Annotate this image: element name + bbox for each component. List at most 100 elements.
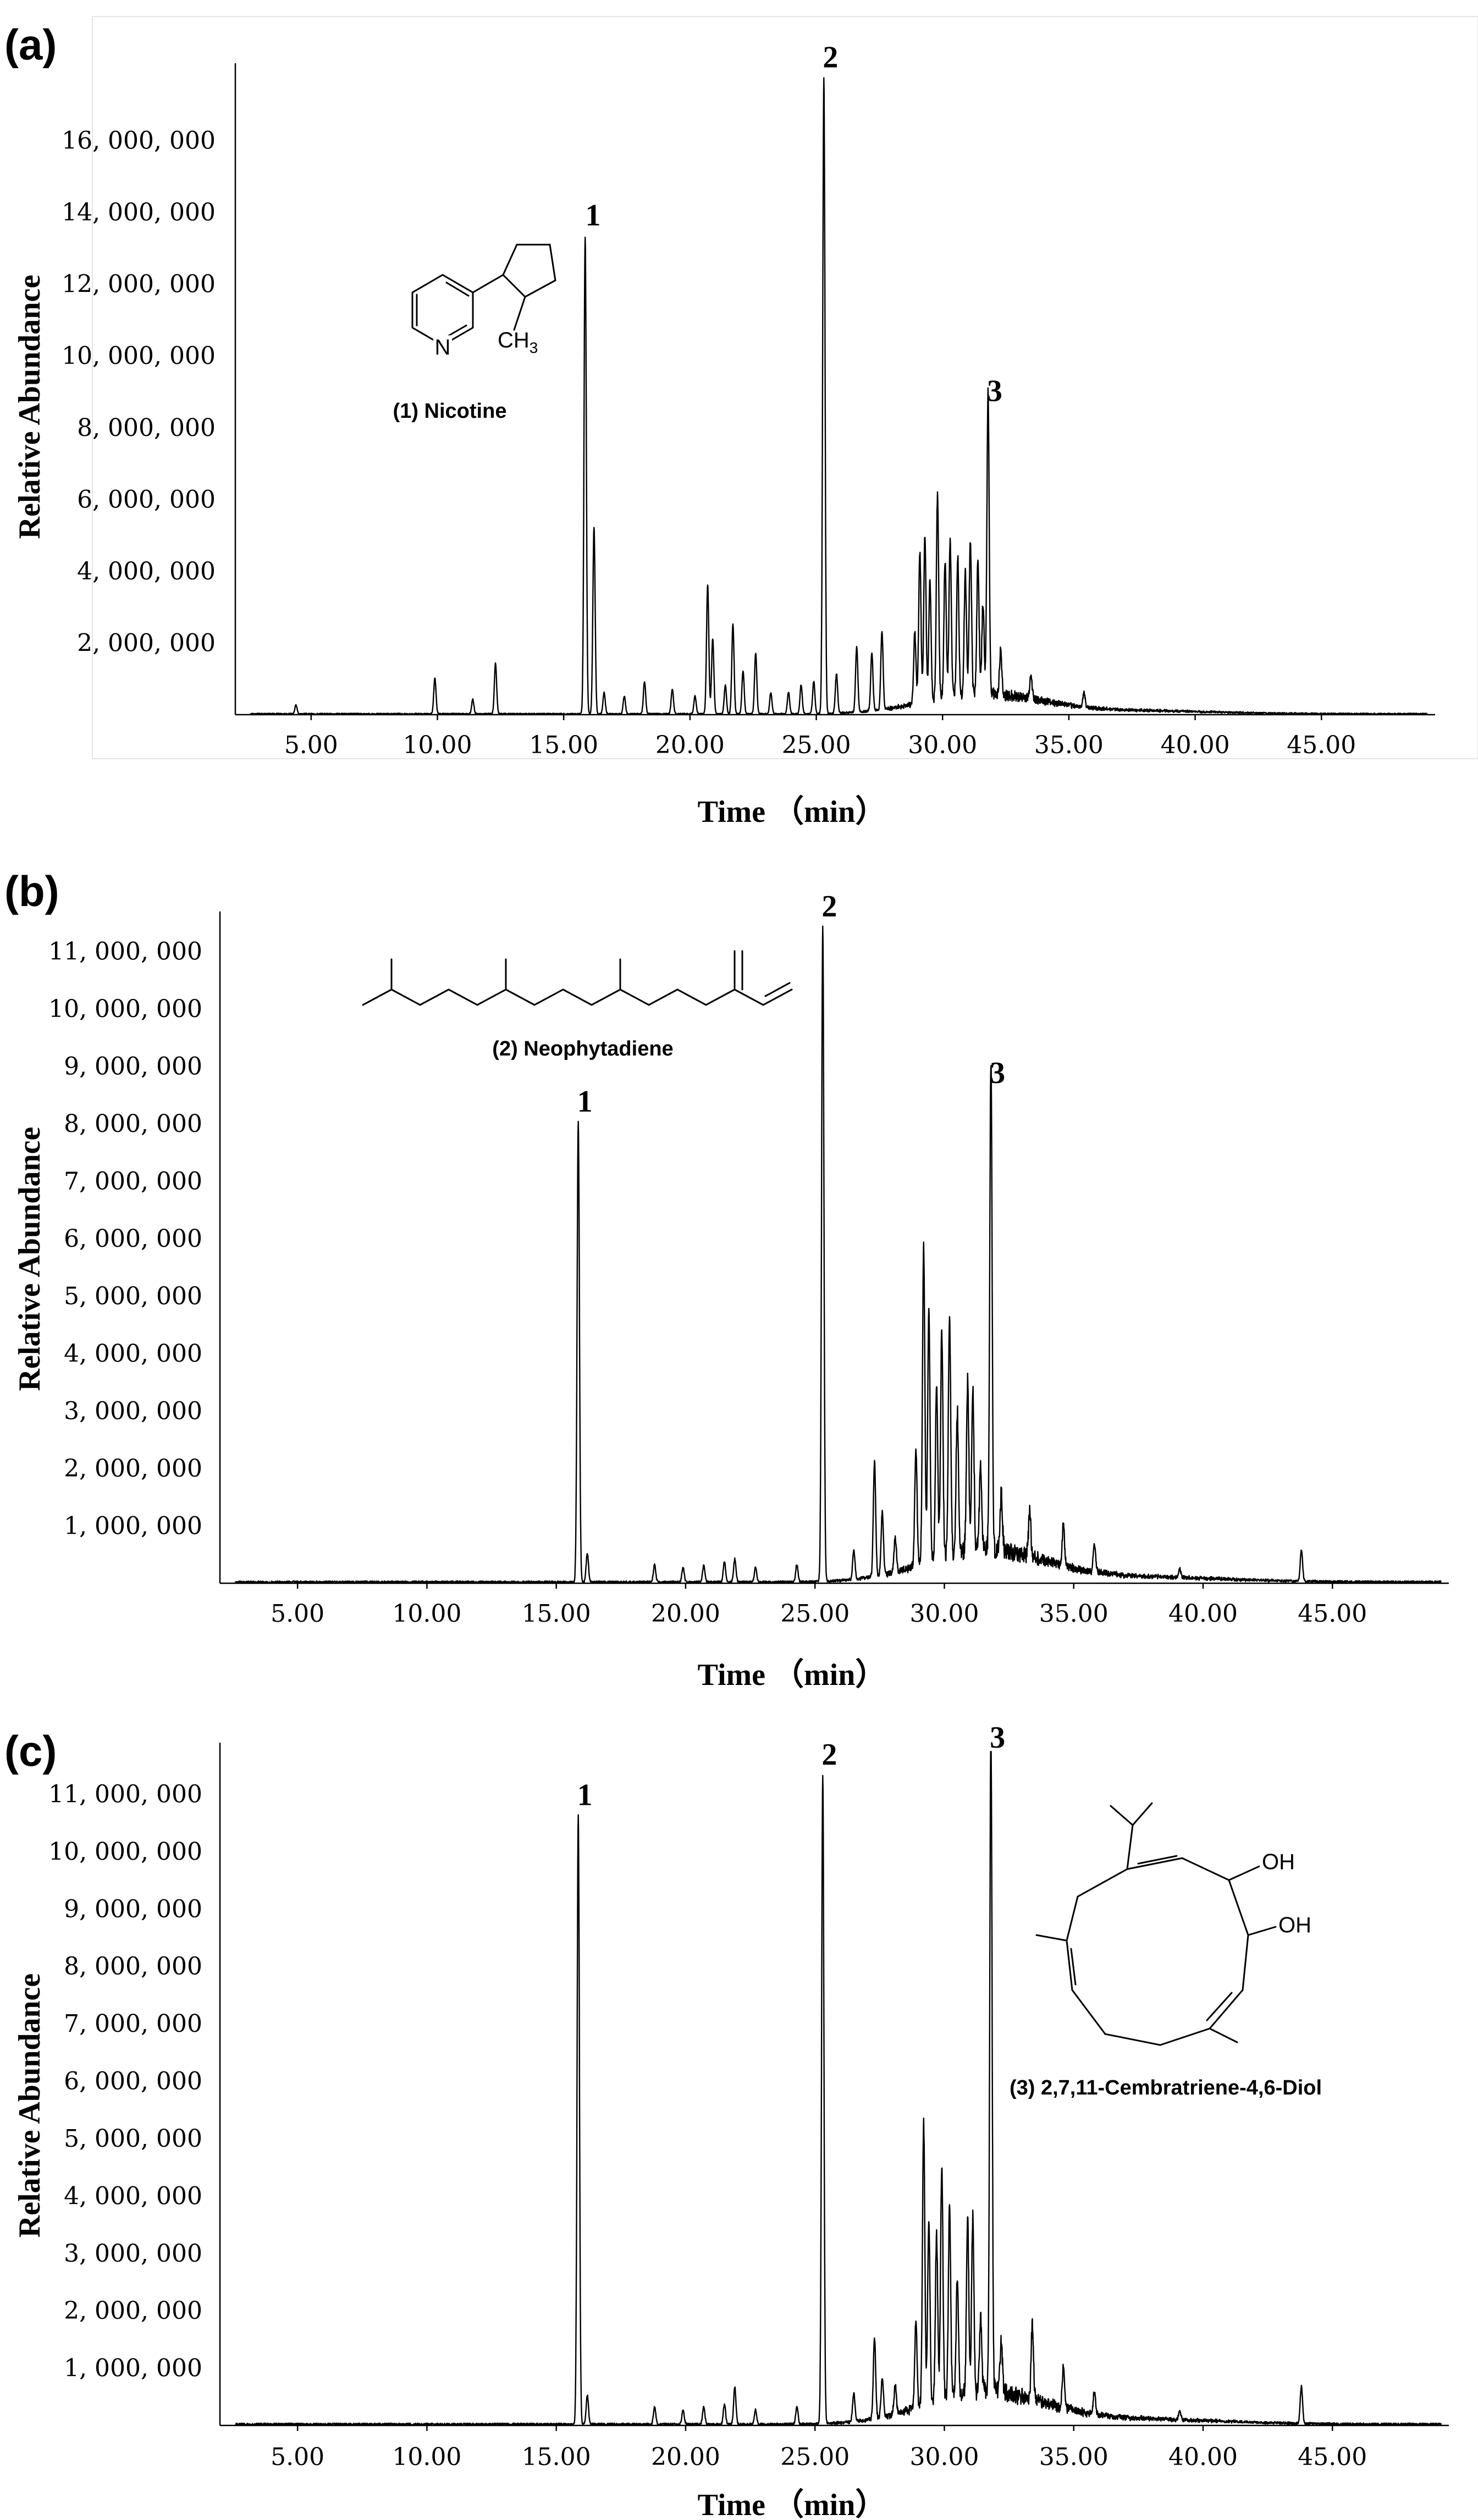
cyclopentane-ring: [502, 244, 556, 298]
neophytadiene-structure: (2) Neophytadiene: [362, 950, 793, 1060]
y-tick-label: 2, 000, 000: [64, 1455, 202, 1483]
x-tick-label: 35.00: [1039, 2443, 1108, 2471]
y-tick-label: 1, 000, 000: [64, 1512, 202, 1540]
x-tick-label: 15.00: [522, 2443, 591, 2471]
x-tick-label: 40.00: [1168, 2443, 1238, 2471]
macrocycle-ring: [1066, 1857, 1249, 2046]
peak-label-1: 1: [577, 1085, 593, 1119]
y-tick-label: 10, 000, 000: [48, 1838, 202, 1866]
chromatogram-line: [235, 1751, 1442, 2427]
pyridine-ring: [411, 274, 474, 346]
y-axis-title: Relative Abundance: [13, 275, 47, 539]
x-tick-label: 30.00: [909, 1600, 979, 1628]
y-tick-label: 4, 000, 000: [77, 557, 216, 585]
hydroxyl-label: OH: [1278, 1913, 1311, 1937]
hydroxyl-bond: [1247, 1926, 1277, 1936]
molecule-caption: (2) Neophytadiene: [492, 1037, 673, 1060]
y-tick-label: 8, 000, 000: [64, 1110, 202, 1138]
y-axis-title: Relative Abundance: [13, 1127, 47, 1391]
peak-label-3: 3: [990, 1056, 1005, 1090]
ring-link-bond: [472, 274, 504, 294]
hydroxyl-label: OH: [1262, 1850, 1295, 1874]
methyl-label: CH3: [498, 328, 538, 356]
y-tick-label: 9, 000, 000: [64, 1895, 202, 1923]
chromatogram-line: [235, 925, 1442, 1584]
y-tick-label: 6, 000, 000: [64, 2068, 202, 2096]
x-tick-label: 5.00: [271, 2443, 324, 2471]
hydroxyl-bond: [1228, 1865, 1260, 1881]
x-tick-label: 45.00: [1298, 2443, 1367, 2471]
y-tick-label: 7, 000, 000: [64, 2010, 202, 2038]
ring-double-bond: [1137, 1855, 1178, 1865]
x-tick-label: 35.00: [1039, 1600, 1108, 1628]
x-axis-title: Time （min）: [698, 794, 886, 829]
x-tick-labels: 5.00 10.00 15.00 20.00 25.00 30.00 35.00 40.00 4…: [271, 2443, 1367, 2471]
isopropyl-bond: [1132, 1802, 1153, 1826]
peak-label-3: 3: [987, 374, 1002, 408]
y-tick-label: 9, 000, 000: [64, 1053, 202, 1081]
panel-c: (c) 1, 000, 000 2, 000, 000 3, 000, 000 4, …: [4, 1721, 1449, 2520]
y-tick-label: 8, 000, 000: [64, 1953, 202, 1981]
peak-labels: 1 2 3: [586, 41, 1002, 408]
y-tick-label: 14, 000, 000: [62, 198, 216, 226]
x-tick-label: 25.00: [782, 731, 851, 759]
x-tick-label: 20.00: [651, 2443, 720, 2471]
peak-label-3: 3: [990, 1721, 1005, 1755]
y-tick-label: 11, 000, 000: [48, 938, 202, 966]
ring-double-bond: [445, 281, 470, 297]
carbon-chain: [362, 988, 793, 1006]
isopropyl-bond: [1110, 1805, 1134, 1826]
methyl-bond: [1035, 1934, 1068, 1942]
x-tick-label: 45.00: [1298, 1600, 1367, 1628]
molecule-caption: (3) 2,7,11-Cembratriene-4,6-Diol: [1010, 2076, 1322, 2099]
y-tick-label: 6, 000, 000: [77, 485, 216, 513]
ring-double-bond: [1206, 1992, 1233, 2021]
y-tick-label: 4, 000, 000: [64, 1340, 202, 1368]
methyl-bond: [1209, 2027, 1238, 2043]
y-tick-label: 1, 000, 000: [64, 2355, 202, 2383]
y-tick-label: 8, 000, 000: [77, 414, 216, 442]
y-tick-label: 16, 000, 000: [62, 127, 216, 155]
chromatogram-trace: [235, 1751, 1442, 2427]
y-tick-label: 3, 000, 000: [64, 1397, 202, 1425]
vinyl-double-bond: [764, 982, 791, 997]
y-tick-labels: 2, 000, 000 4, 000, 000 6, 000, 000 8, 000,…: [62, 127, 216, 657]
chromatogram-line: [250, 77, 1429, 716]
y-tick-label: 6, 000, 000: [64, 1225, 202, 1253]
peak-label-2: 2: [821, 889, 837, 924]
x-tick-labels: 5.00 10.00 15.00 20.00 25.00 30.00 35.00 40.00 4…: [271, 1600, 1367, 1628]
x-tick-label: 45.00: [1287, 731, 1356, 759]
x-tick-label: 25.00: [780, 1600, 850, 1628]
x-tick-label: 35.00: [1034, 731, 1104, 759]
y-tick-label: 2, 000, 000: [64, 2297, 202, 2325]
x-tick-label: 10.00: [403, 731, 472, 759]
x-axis-title: Time （min）: [698, 2488, 886, 2520]
x-tick-label: 20.00: [651, 1600, 720, 1628]
peak-label-2: 2: [823, 41, 838, 75]
cembratriene-diol-structure: OH OH (3) 2,7,11-Cembratriene-4,6-Diol: [1010, 1802, 1322, 2099]
axes: [234, 63, 1435, 720]
panel-b: (b) 1, 000, 000 2, 000, 000 3, 000, 000 4, …: [4, 867, 1449, 1692]
x-tick-label: 40.00: [1161, 731, 1230, 759]
panel-label: (a): [4, 20, 57, 69]
plot-frame: [92, 16, 1478, 759]
panel-label: (b): [4, 867, 59, 915]
y-tick-label: 10, 000, 000: [48, 995, 202, 1023]
x-tick-label: 20.00: [655, 731, 725, 759]
nicotine-structure: N CH3 (1) Nicotine: [393, 244, 556, 423]
x-tick-label: 15.00: [529, 731, 598, 759]
molecule-caption: (1) Nicotine: [393, 400, 507, 423]
chromatogram-trace: [235, 925, 1442, 1584]
y-tick-label: 5, 000, 000: [64, 1283, 202, 1311]
peak-label-1: 1: [577, 1778, 593, 1812]
chromatogram-trace: [250, 77, 1429, 716]
y-tick-label: 5, 000, 000: [64, 2125, 202, 2153]
y-tick-label: 4, 000, 000: [64, 2182, 202, 2210]
peak-labels: 1 2 3: [577, 889, 1005, 1119]
y-tick-label: 3, 000, 000: [64, 2240, 202, 2268]
x-tick-label: 10.00: [392, 2443, 461, 2471]
axes: [219, 911, 1449, 1589]
y-tick-labels: 1, 000, 000 2, 000, 000 3, 000, 000 4, 000,…: [48, 938, 202, 1540]
x-tick-label: 10.00: [392, 1600, 461, 1628]
x-tick-label: 25.00: [780, 2443, 850, 2471]
